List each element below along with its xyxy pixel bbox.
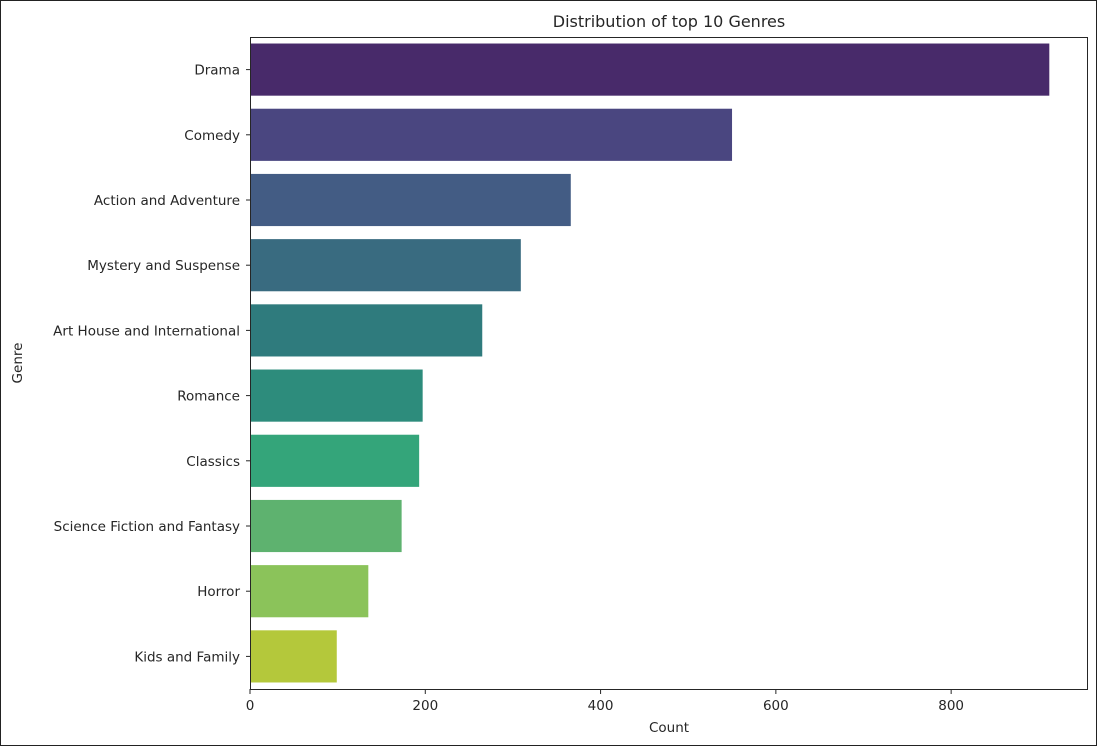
- y-tick-label: Mystery and Suspense: [87, 258, 240, 274]
- bar-horror: [250, 565, 369, 618]
- y-tick-label: Action and Adventure: [94, 193, 240, 209]
- bar-romance: [250, 369, 423, 422]
- y-tick-label: Horror: [197, 584, 240, 600]
- x-tick-label: 200: [412, 698, 438, 714]
- y-tick-label: Art House and International: [53, 323, 240, 339]
- x-ticks: 0 200 400 600 800: [246, 689, 964, 714]
- bar-classics: [250, 434, 420, 487]
- y-tick-labels: Drama Comedy Action and Adventure Mystery a…: [53, 63, 250, 665]
- bar-science-fiction-and-fantasy: [250, 499, 402, 553]
- y-tick-label: Comedy: [184, 128, 240, 144]
- y-axis-label: Genre: [10, 343, 26, 384]
- y-tick-label: Drama: [194, 63, 240, 79]
- bar-drama: [250, 43, 1050, 96]
- bar-art-house-and-international: [250, 304, 483, 357]
- x-tick-label: 0: [246, 698, 255, 714]
- bars-group: [250, 43, 1050, 683]
- y-tick-label: Kids and Family: [134, 649, 240, 665]
- bar-comedy: [250, 108, 733, 161]
- bar-action-and-adventure: [250, 173, 571, 227]
- x-tick-label: 400: [588, 698, 614, 714]
- x-tick-label: 800: [938, 698, 964, 714]
- y-tick-label: Romance: [177, 389, 240, 405]
- bar-mystery-and-suspense: [250, 239, 521, 292]
- y-tick-label: Classics: [186, 454, 240, 470]
- bar-kids-and-family: [250, 630, 337, 683]
- plot-area-frame: [250, 37, 1088, 690]
- y-tick-label: Science Fiction and Fantasy: [54, 519, 240, 535]
- chart-title: Distribution of top 10 Genres: [553, 12, 785, 31]
- x-tick-label: 600: [763, 698, 789, 714]
- x-axis-label: Count: [649, 720, 689, 736]
